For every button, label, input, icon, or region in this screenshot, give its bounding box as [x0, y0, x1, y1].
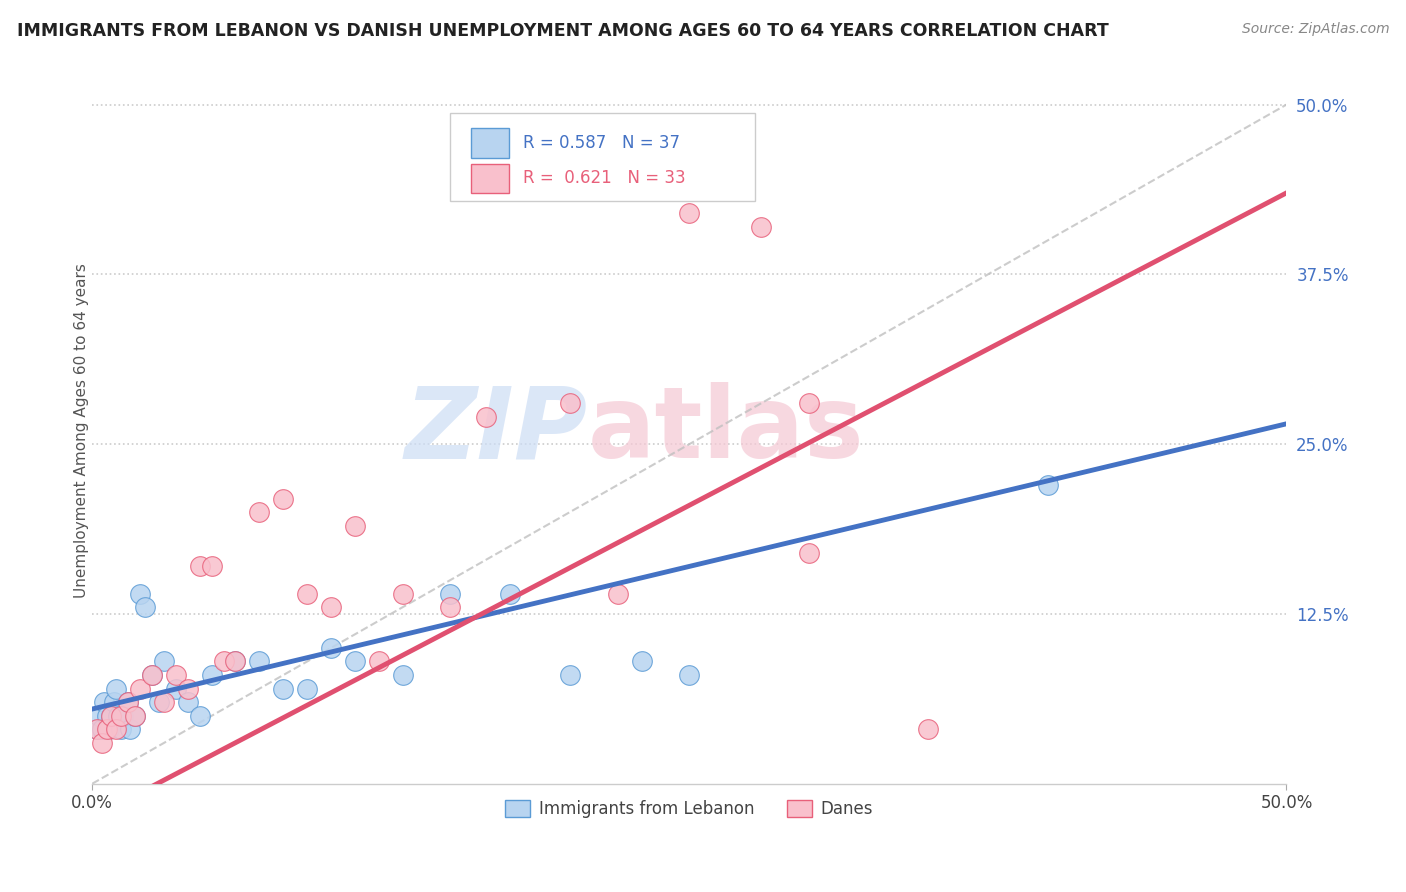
Point — [271, 491, 294, 506]
Point — [96, 708, 118, 723]
Point — [319, 640, 342, 655]
Point — [606, 586, 628, 600]
Point — [188, 559, 211, 574]
Point — [124, 708, 146, 723]
Point — [129, 586, 152, 600]
Point — [391, 668, 413, 682]
Point — [797, 546, 820, 560]
Text: ZIP: ZIP — [405, 382, 588, 479]
Point — [630, 655, 652, 669]
Point — [749, 219, 772, 234]
Point — [93, 695, 115, 709]
Point — [165, 668, 187, 682]
Text: IMMIGRANTS FROM LEBANON VS DANISH UNEMPLOYMENT AMONG AGES 60 TO 64 YEARS CORRELA: IMMIGRANTS FROM LEBANON VS DANISH UNEMPL… — [17, 22, 1108, 40]
Point — [188, 708, 211, 723]
Point — [90, 723, 112, 737]
Point — [247, 655, 270, 669]
Point — [295, 586, 318, 600]
Point — [917, 723, 939, 737]
Point — [134, 600, 156, 615]
Point — [224, 655, 246, 669]
Point — [678, 668, 700, 682]
Point — [153, 695, 176, 709]
Point — [797, 396, 820, 410]
Point — [439, 586, 461, 600]
Point — [141, 668, 163, 682]
Y-axis label: Unemployment Among Ages 60 to 64 years: Unemployment Among Ages 60 to 64 years — [73, 263, 89, 598]
Point — [177, 695, 200, 709]
Point — [1036, 478, 1059, 492]
Point — [212, 655, 235, 669]
Point — [103, 695, 125, 709]
Text: R =  0.621   N = 33: R = 0.621 N = 33 — [523, 169, 686, 187]
Text: R = 0.587   N = 37: R = 0.587 N = 37 — [523, 134, 681, 153]
Point — [86, 723, 108, 737]
Point — [558, 668, 581, 682]
Point — [100, 708, 122, 723]
Point — [247, 505, 270, 519]
Point — [319, 600, 342, 615]
Point — [129, 681, 152, 696]
Point — [86, 723, 108, 737]
Point — [499, 586, 522, 600]
Point — [201, 668, 224, 682]
Point — [89, 708, 111, 723]
Point — [97, 723, 120, 737]
Point — [105, 681, 128, 696]
Point — [124, 708, 146, 723]
Point — [271, 681, 294, 696]
Point — [117, 695, 139, 709]
FancyBboxPatch shape — [450, 112, 755, 201]
Point — [558, 396, 581, 410]
Point — [177, 681, 200, 696]
Point — [475, 409, 498, 424]
Point — [148, 695, 170, 709]
Point — [439, 600, 461, 615]
Text: Source: ZipAtlas.com: Source: ZipAtlas.com — [1241, 22, 1389, 37]
Point — [201, 559, 224, 574]
Point — [343, 518, 366, 533]
Point — [120, 723, 142, 737]
Point — [112, 708, 135, 723]
FancyBboxPatch shape — [471, 128, 509, 158]
Point — [96, 723, 118, 737]
FancyBboxPatch shape — [471, 163, 509, 194]
Point — [110, 708, 132, 723]
Point — [153, 655, 176, 669]
Point — [678, 206, 700, 220]
Point — [105, 723, 128, 737]
Point — [117, 695, 139, 709]
Point — [343, 655, 366, 669]
Point — [141, 668, 163, 682]
Point — [100, 708, 122, 723]
Point — [224, 655, 246, 669]
Legend: Immigrants from Lebanon, Danes: Immigrants from Lebanon, Danes — [499, 793, 880, 825]
Point — [90, 736, 112, 750]
Point — [367, 655, 389, 669]
Point — [391, 586, 413, 600]
Point — [107, 708, 129, 723]
Point — [110, 723, 132, 737]
Point — [295, 681, 318, 696]
Text: atlas: atlas — [588, 382, 865, 479]
Point — [165, 681, 187, 696]
